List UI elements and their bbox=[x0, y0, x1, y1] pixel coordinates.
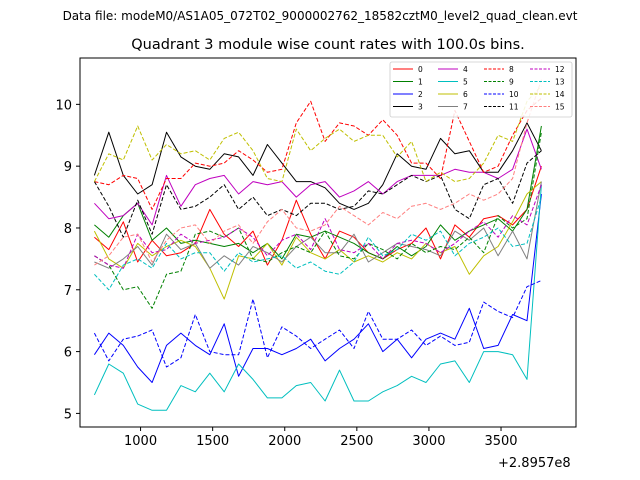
x-offset-label: +2.8957e8 bbox=[498, 456, 571, 471]
y-tick-label: 8 bbox=[64, 222, 72, 237]
series-line-13 bbox=[94, 196, 542, 291]
legend-label: 5 bbox=[463, 78, 468, 87]
legend-label: 12 bbox=[555, 65, 565, 74]
x-tick-label: 1000 bbox=[124, 434, 157, 449]
series-line-12 bbox=[94, 184, 542, 269]
series-line-0 bbox=[94, 166, 542, 266]
series-lines bbox=[93, 79, 542, 411]
y-tick-label: 5 bbox=[64, 407, 72, 422]
legend-label: 13 bbox=[555, 78, 565, 87]
axis-ticks: 1000 1500 2000 2500 3000 3500 5 6 7 8 9 10 bbox=[55, 98, 517, 449]
legend-label: 6 bbox=[463, 90, 468, 99]
x-tick-label: 2000 bbox=[268, 434, 301, 449]
series-line-10 bbox=[93, 280, 542, 368]
series-line-2 bbox=[93, 193, 542, 383]
y-tick-label: 10 bbox=[55, 98, 72, 113]
x-tick-label: 3500 bbox=[484, 434, 517, 449]
legend-label: 7 bbox=[463, 103, 468, 112]
legend-label: 15 bbox=[555, 103, 565, 112]
x-tick-label: 1500 bbox=[196, 434, 229, 449]
legend-box bbox=[389, 61, 573, 118]
series-line-3 bbox=[93, 122, 542, 210]
data-file-label: Data file: modeM0/AS1A05_072T02_90000027… bbox=[63, 9, 578, 23]
plot-frame bbox=[79, 57, 577, 428]
series-line-14 bbox=[93, 85, 542, 183]
y-tick-label: 9 bbox=[64, 160, 72, 175]
legend-label: 10 bbox=[509, 90, 519, 99]
series-line-8 bbox=[94, 97, 542, 210]
legend-label: 8 bbox=[509, 65, 514, 74]
legend-label: 14 bbox=[555, 90, 565, 99]
legend-label: 2 bbox=[418, 90, 423, 99]
legend-label: 4 bbox=[463, 65, 468, 74]
series-line-7 bbox=[94, 181, 542, 269]
x-tick-label: 3000 bbox=[412, 434, 445, 449]
series-line-15 bbox=[94, 79, 542, 266]
x-tick-label: 2500 bbox=[340, 434, 373, 449]
chart-title: Quadrant 3 module wise count rates with … bbox=[131, 37, 525, 53]
legend-label: 3 bbox=[418, 103, 423, 112]
legend-label: 0 bbox=[418, 65, 423, 74]
series-line-4 bbox=[94, 128, 542, 226]
series-line-5 bbox=[93, 184, 542, 411]
series-line-6 bbox=[93, 181, 542, 300]
legend-label: 11 bbox=[509, 103, 519, 112]
series-line-9 bbox=[94, 132, 542, 309]
legend-label: 1 bbox=[418, 78, 423, 87]
y-tick-label: 6 bbox=[64, 346, 72, 361]
series-line-11 bbox=[93, 150, 542, 238]
y-tick-label: 7 bbox=[64, 284, 72, 299]
legend-label: 9 bbox=[509, 78, 514, 87]
